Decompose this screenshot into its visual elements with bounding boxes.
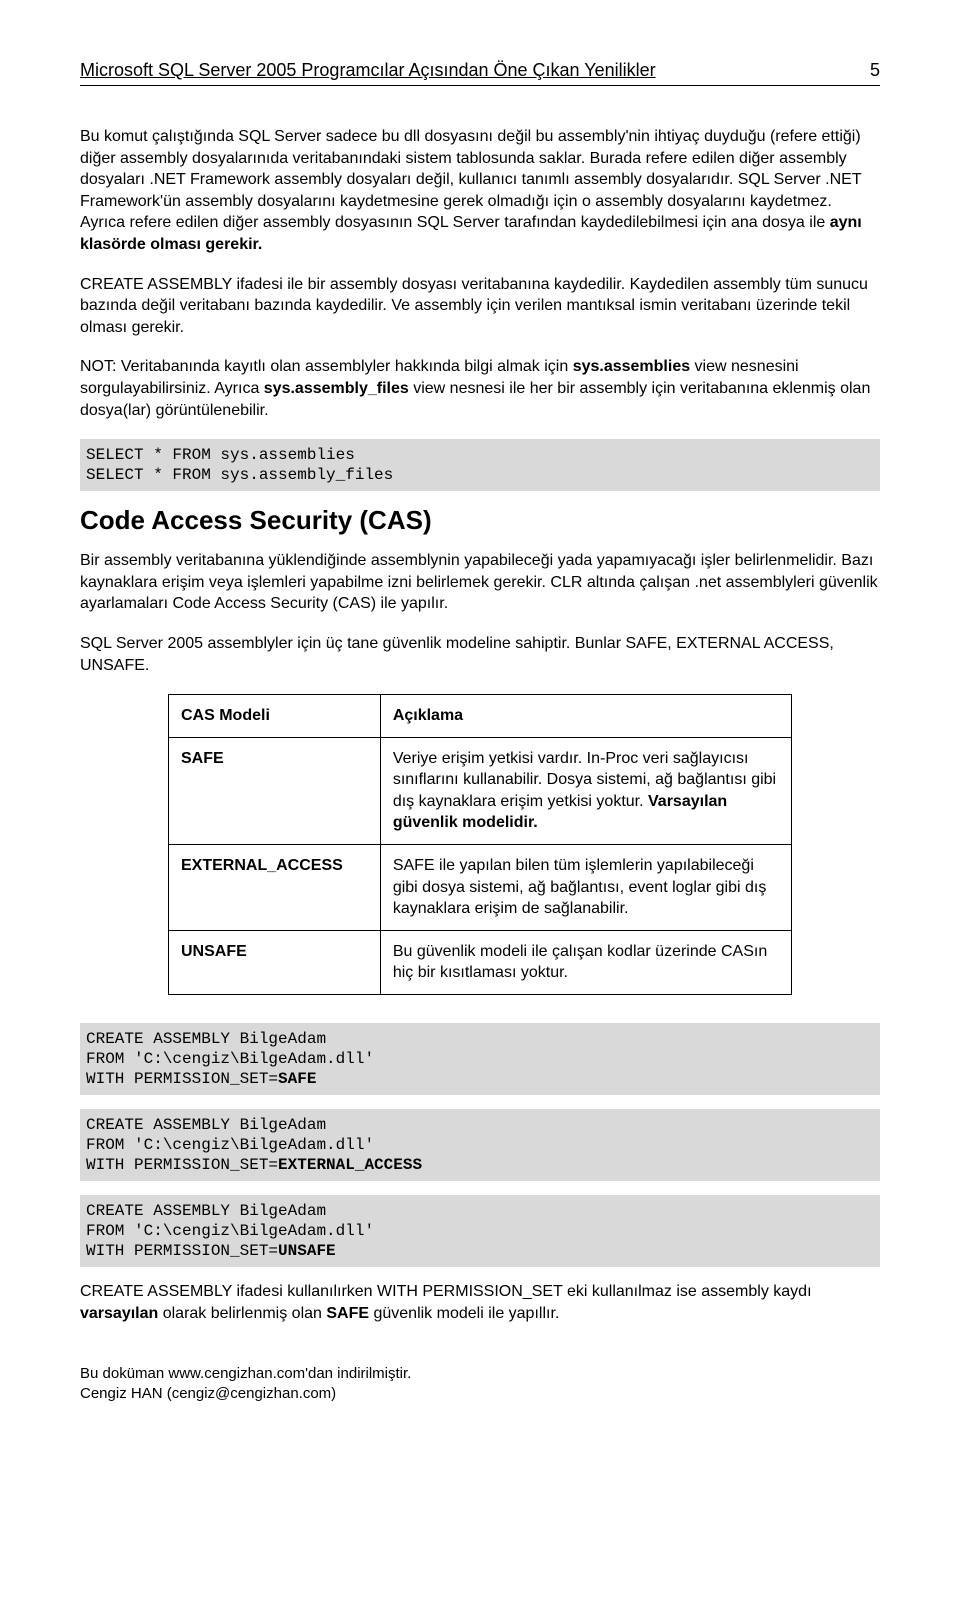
page-footer: Bu doküman www.cengizhan.com'dan indiril… [80, 1364, 880, 1405]
code2-b: SAFE [278, 1070, 316, 1088]
code-block-unsafe: CREATE ASSEMBLY BilgeAdam FROM 'C:\cengi… [80, 1195, 880, 1267]
cas-unsafe-label: UNSAFE [169, 930, 381, 994]
paragraph-1: Bu komut çalıştığında SQL Server sadece … [80, 126, 880, 256]
p6-e: güvenlik modeli ile yapıllır. [369, 1305, 559, 1322]
section-title-cas: Code Access Security (CAS) [80, 505, 880, 536]
paragraph-4: Bir assembly veritabanına yüklendiğinde … [80, 550, 880, 615]
paragraph-6: CREATE ASSEMBLY ifadesi kullanılırken WI… [80, 1281, 880, 1324]
page-container: Microsoft SQL Server 2005 Programcılar A… [0, 0, 960, 1445]
p3-a: NOT: Veritabanında kayıtlı olan assembly… [80, 358, 573, 375]
p6-a: CREATE ASSEMBLY ifadesi kullanılırken WI… [80, 1283, 812, 1300]
cas-unsafe-desc: Bu güvenlik modeli ile çalışan kodlar üz… [380, 930, 791, 994]
page-header: Microsoft SQL Server 2005 Programcılar A… [80, 60, 880, 86]
p6-d: SAFE [326, 1305, 369, 1322]
table-row: CAS Modeli Açıklama [169, 695, 792, 738]
footer-line-1: Bu doküman www.cengizhan.com'dan indiril… [80, 1364, 880, 1384]
table-row: UNSAFE Bu güvenlik modeli ile çalışan ko… [169, 930, 792, 994]
paragraph-1-text: Bu komut çalıştığında SQL Server sadece … [80, 128, 861, 231]
cas-external-label: EXTERNAL_ACCESS [169, 845, 381, 931]
p6-c: olarak belirlenmiş olan [158, 1305, 326, 1322]
code3-b: EXTERNAL_ACCESS [278, 1156, 422, 1174]
code4-b: UNSAFE [278, 1242, 336, 1260]
cas-safe-label: SAFE [169, 737, 381, 844]
p6-b: varsayılan [80, 1305, 158, 1322]
p3-d: sys.assembly_files [264, 380, 409, 397]
table-row: EXTERNAL_ACCESS SAFE ile yapılan bilen t… [169, 845, 792, 931]
page-number: 5 [870, 60, 880, 81]
code2-a: CREATE ASSEMBLY BilgeAdam FROM 'C:\cengi… [86, 1030, 374, 1088]
table-row: SAFE Veriye erişim yetkisi vardır. In-Pr… [169, 737, 792, 844]
cas-header-model: CAS Modeli [169, 695, 381, 738]
cas-header-desc: Açıklama [380, 695, 791, 738]
code-block-external: CREATE ASSEMBLY BilgeAdam FROM 'C:\cengi… [80, 1109, 880, 1181]
cas-external-desc: SAFE ile yapılan bilen tüm işlemlerin ya… [380, 845, 791, 931]
footer-line-2: Cengiz HAN (cengiz@cengizhan.com) [80, 1384, 880, 1404]
cas-table: CAS Modeli Açıklama SAFE Veriye erişim y… [168, 694, 792, 995]
header-title: Microsoft SQL Server 2005 Programcılar A… [80, 60, 656, 81]
cas-safe-desc: Veriye erişim yetkisi vardır. In-Proc ve… [380, 737, 791, 844]
code-block-safe: CREATE ASSEMBLY BilgeAdam FROM 'C:\cengi… [80, 1023, 880, 1095]
paragraph-5: SQL Server 2005 assemblyler için üç tane… [80, 633, 880, 676]
p3-b: sys.assemblies [573, 358, 690, 375]
code-block-select: SELECT * FROM sys.assemblies SELECT * FR… [80, 439, 880, 491]
paragraph-3: NOT: Veritabanında kayıtlı olan assembly… [80, 356, 880, 421]
paragraph-2: CREATE ASSEMBLY ifadesi ile bir assembly… [80, 274, 880, 339]
cas-header-desc-text: Açıklama [393, 707, 463, 724]
